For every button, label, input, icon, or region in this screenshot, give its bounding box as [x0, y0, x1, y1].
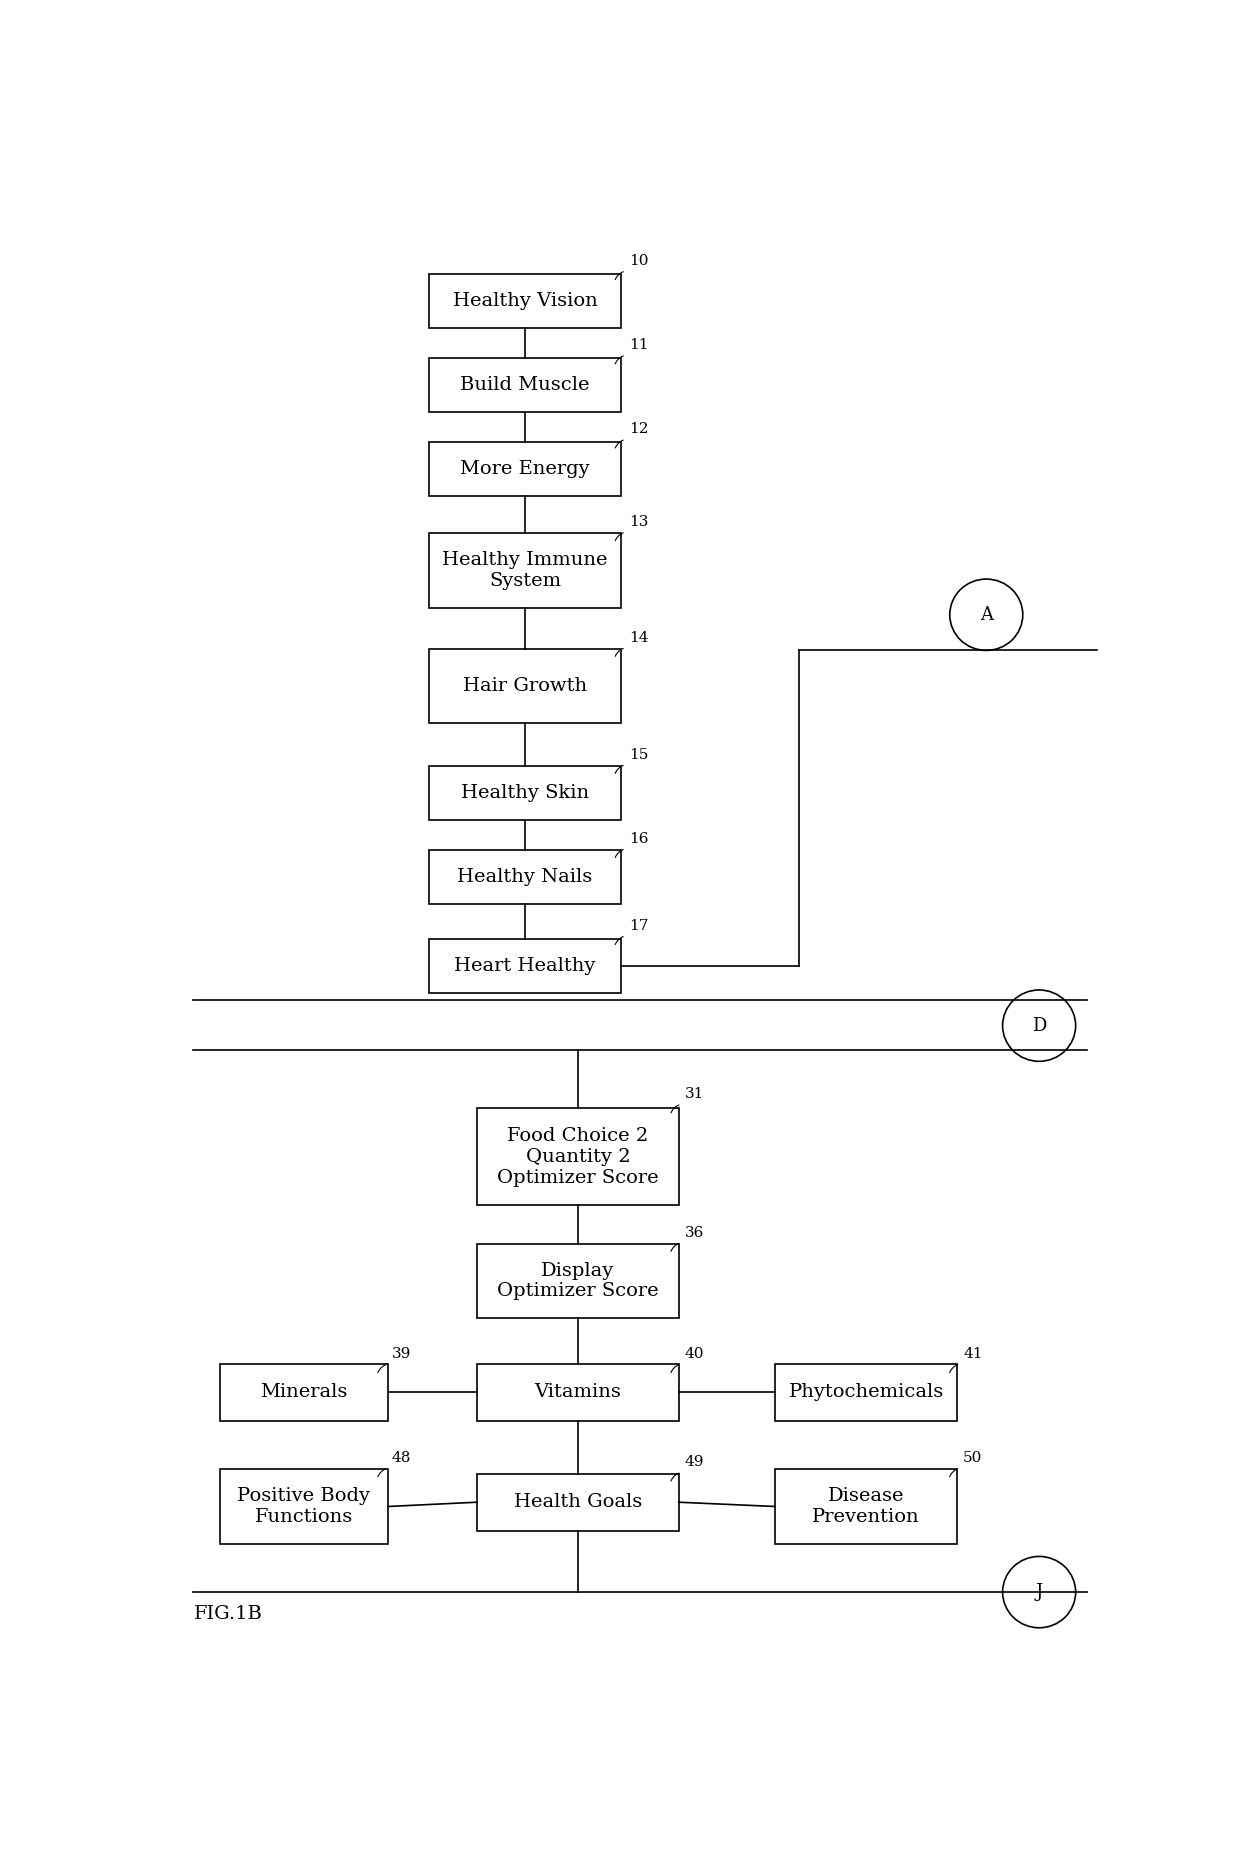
- Text: Positive Body
Functions: Positive Body Functions: [237, 1488, 371, 1525]
- Text: 36: 36: [684, 1225, 704, 1240]
- Text: A: A: [980, 606, 993, 624]
- Text: 14: 14: [629, 630, 649, 645]
- FancyBboxPatch shape: [775, 1469, 957, 1544]
- Text: Hair Growth: Hair Growth: [463, 676, 587, 695]
- Text: 17: 17: [629, 919, 649, 932]
- Text: 13: 13: [629, 515, 649, 530]
- Text: Healthy Skin: Healthy Skin: [461, 784, 589, 802]
- FancyBboxPatch shape: [477, 1364, 678, 1421]
- Text: J: J: [1035, 1582, 1043, 1601]
- Text: Heart Healthy: Heart Healthy: [454, 956, 595, 975]
- Text: 10: 10: [629, 254, 649, 269]
- Text: Health Goals: Health Goals: [513, 1494, 642, 1512]
- Text: Disease
Prevention: Disease Prevention: [812, 1488, 920, 1525]
- FancyBboxPatch shape: [219, 1364, 388, 1421]
- FancyBboxPatch shape: [477, 1243, 678, 1317]
- Text: More Energy: More Energy: [460, 460, 590, 478]
- Text: Vitamins: Vitamins: [534, 1384, 621, 1401]
- Text: 50: 50: [963, 1451, 982, 1466]
- Text: 11: 11: [629, 339, 649, 352]
- Text: Phytochemicals: Phytochemicals: [789, 1384, 944, 1401]
- FancyBboxPatch shape: [429, 443, 621, 497]
- FancyBboxPatch shape: [429, 358, 621, 411]
- Text: 40: 40: [684, 1347, 704, 1360]
- Text: Food Choice 2
Quantity 2
Optimizer Score: Food Choice 2 Quantity 2 Optimizer Score: [497, 1127, 658, 1186]
- FancyBboxPatch shape: [429, 765, 621, 821]
- FancyBboxPatch shape: [429, 649, 621, 723]
- Text: 49: 49: [684, 1455, 704, 1469]
- FancyBboxPatch shape: [477, 1473, 678, 1531]
- Text: FIG.1B: FIG.1B: [193, 1605, 263, 1623]
- FancyBboxPatch shape: [477, 1108, 678, 1206]
- Text: 39: 39: [392, 1347, 410, 1360]
- FancyBboxPatch shape: [429, 851, 621, 904]
- Text: Healthy Immune
System: Healthy Immune System: [443, 550, 608, 589]
- Text: Minerals: Minerals: [260, 1384, 347, 1401]
- FancyBboxPatch shape: [219, 1469, 388, 1544]
- Text: 15: 15: [629, 749, 649, 762]
- FancyBboxPatch shape: [429, 274, 621, 328]
- Text: 41: 41: [963, 1347, 983, 1360]
- Text: 48: 48: [392, 1451, 410, 1466]
- FancyBboxPatch shape: [775, 1364, 957, 1421]
- Text: Display
Optimizer Score: Display Optimizer Score: [497, 1262, 658, 1301]
- FancyBboxPatch shape: [429, 534, 621, 608]
- Text: 12: 12: [629, 422, 649, 435]
- Text: Build Muscle: Build Muscle: [460, 376, 590, 395]
- Text: Healthy Vision: Healthy Vision: [453, 291, 598, 309]
- Text: D: D: [1032, 1017, 1047, 1034]
- Text: Healthy Nails: Healthy Nails: [458, 869, 593, 886]
- Text: 31: 31: [684, 1088, 704, 1101]
- FancyBboxPatch shape: [429, 939, 621, 993]
- Text: 16: 16: [629, 832, 649, 845]
